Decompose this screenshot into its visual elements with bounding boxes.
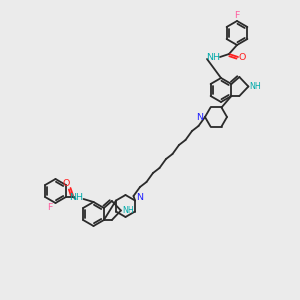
Text: F: F <box>234 11 240 20</box>
Text: NH: NH <box>206 53 220 62</box>
Text: NH: NH <box>122 206 134 215</box>
Text: NH: NH <box>70 194 83 202</box>
Text: O: O <box>63 179 70 188</box>
Text: O: O <box>238 52 246 62</box>
Text: N: N <box>136 193 143 202</box>
Text: NH: NH <box>250 82 261 91</box>
Text: F: F <box>47 203 52 212</box>
Text: N: N <box>196 112 203 122</box>
